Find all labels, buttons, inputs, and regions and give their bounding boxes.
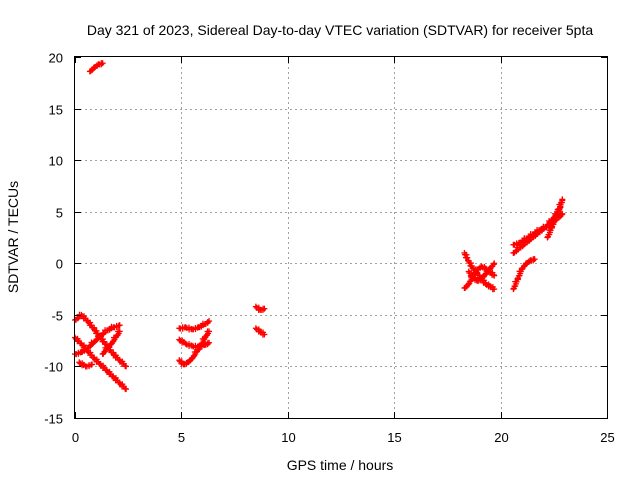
y-tick-label: -5 (51, 309, 63, 324)
y-tick-label: -15 (44, 412, 63, 427)
x-tick-label: 25 (600, 430, 614, 445)
data-point (206, 318, 213, 325)
axis-ticks: 0 5 10 15 20 25 -15 -10 -5 0 5 10 15 20 (44, 51, 615, 446)
data-points (72, 60, 566, 393)
chart-title: Day 321 of 2023, Sidereal Day-to-day VTE… (87, 22, 594, 38)
data-point (123, 363, 130, 370)
x-tick-label: 5 (178, 430, 185, 445)
data-point (531, 256, 538, 263)
data-point (261, 305, 268, 312)
data-point (206, 339, 213, 346)
data-point (176, 336, 183, 343)
data-point (559, 196, 566, 203)
gridlines (75, 57, 607, 418)
data-point (261, 331, 268, 338)
x-tick-label: 0 (72, 430, 79, 445)
data-point (76, 359, 83, 366)
data-point (491, 272, 498, 279)
y-tick-label: 15 (49, 103, 63, 118)
data-point (89, 361, 96, 368)
data-point (252, 303, 259, 310)
data-point (206, 328, 213, 335)
y-tick-label: -10 (44, 360, 63, 375)
data-point (557, 203, 564, 210)
x-tick-label: 20 (494, 430, 508, 445)
y-tick-label: 20 (49, 51, 63, 66)
data-point (123, 386, 130, 393)
data-point (486, 282, 493, 289)
x-tick-label: 10 (281, 430, 295, 445)
data-point (116, 328, 123, 335)
data-point (252, 325, 259, 332)
data-point (491, 286, 498, 293)
y-axis-label: SDTVAR / TECUs (5, 181, 21, 293)
x-tick-label: 15 (387, 430, 401, 445)
data-point (116, 322, 123, 329)
data-point (99, 60, 106, 67)
data-point (257, 328, 264, 335)
y-tick-label: 5 (56, 206, 63, 221)
y-tick-label: 10 (49, 154, 63, 169)
y-tick-label: 0 (56, 257, 63, 272)
plot-frame (74, 56, 608, 419)
x-axis-label: GPS time / hours (287, 457, 394, 473)
data-point (491, 260, 498, 267)
